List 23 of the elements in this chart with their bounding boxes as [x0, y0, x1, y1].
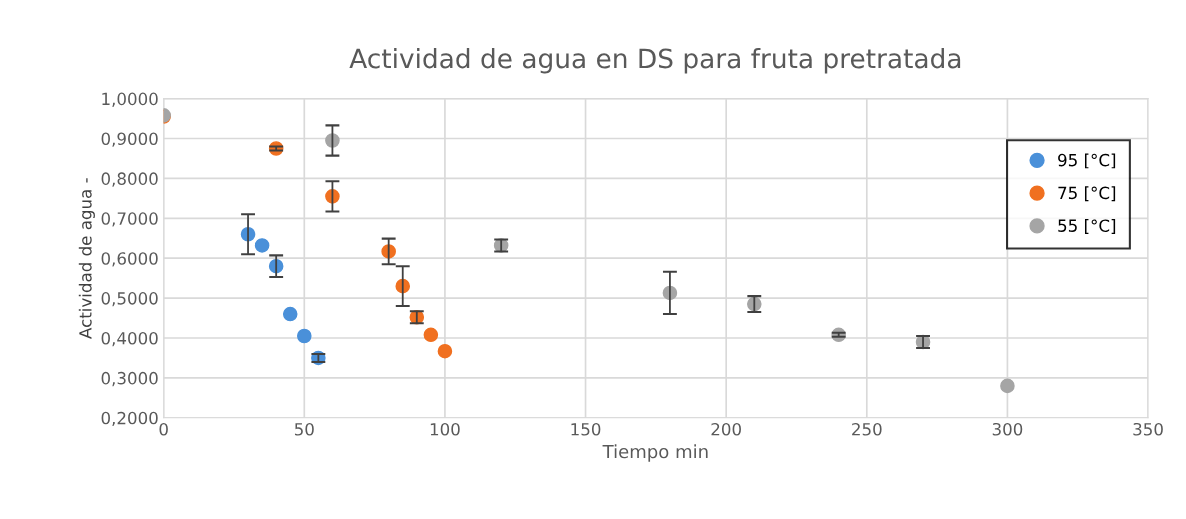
x-tick-label: 100 — [430, 422, 460, 436]
legend-label: 55 [°C] — [1058, 219, 1116, 234]
y-tick-label: 0,8000 — [101, 172, 158, 187]
x-tick-label: 300 — [992, 422, 1023, 436]
y-tick-label: 0,2000 — [101, 411, 158, 427]
y-tick-label: 0,5000 — [101, 292, 158, 307]
x-tick-label: 50 — [294, 422, 314, 436]
legend-label: 95 [°C] — [1058, 153, 1116, 169]
legend-label: 75 [°C] — [1058, 186, 1116, 202]
y-tick-label: 0,6000 — [101, 252, 158, 267]
y-axis-title: Actividad de agua - — [78, 178, 95, 339]
chart-title: Actividad de agua en DS para fruta pretratada — [349, 48, 961, 74]
x-tick-label: 350 — [1133, 422, 1163, 436]
y-tick-label: 0,3000 — [101, 371, 158, 387]
x-tick-label: 200 — [711, 422, 741, 436]
x-axis-title: Tiempo min — [602, 444, 708, 462]
y-tick-label: 0,4000 — [101, 331, 158, 347]
y-tick-label: 1,0000 — [102, 92, 158, 107]
x-tick-label: 0 — [159, 422, 168, 436]
y-tick-label: 0,9000 — [101, 132, 158, 147]
x-tick-label: 150 — [571, 422, 601, 436]
y-tick-label: 0,7000 — [101, 212, 158, 227]
x-tick-label: 250 — [852, 422, 882, 436]
